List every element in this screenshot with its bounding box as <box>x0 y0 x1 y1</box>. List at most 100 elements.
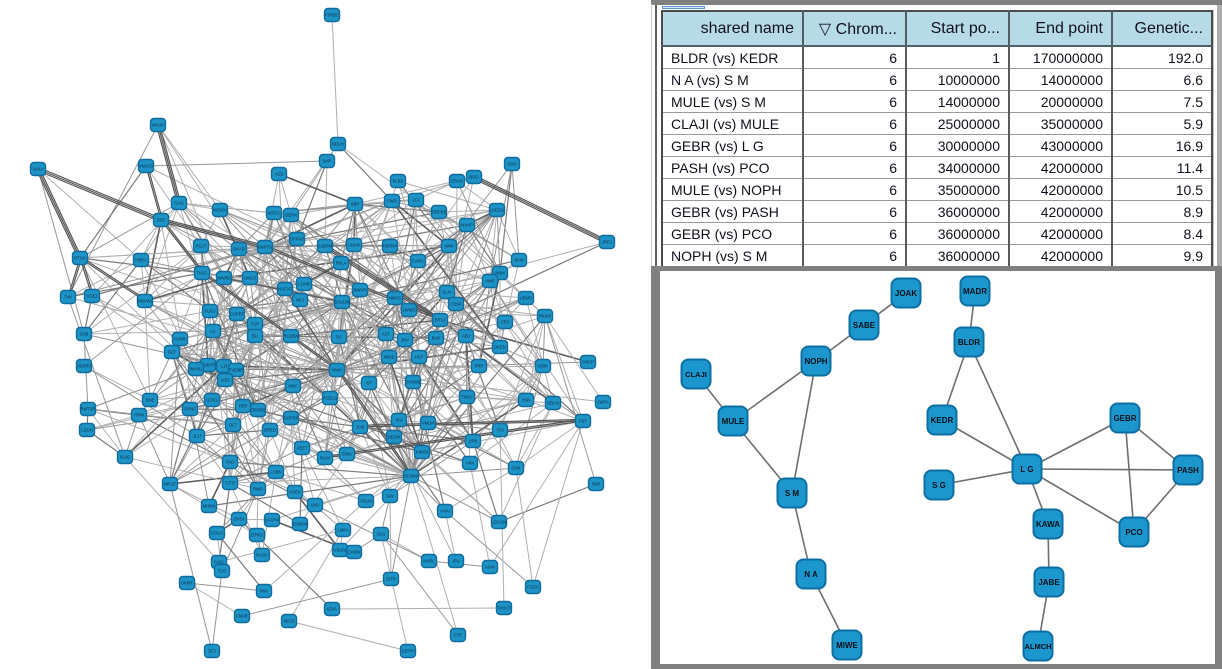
svg-text:TNOC: TNOC <box>461 395 473 400</box>
svg-text:CRS: CRS <box>501 320 510 325</box>
svg-text:SJBPM: SJBPM <box>318 244 332 249</box>
svg-text:TVK: TVK <box>64 295 72 300</box>
svg-text:UWLO: UWLO <box>244 276 257 281</box>
svg-text:FNAR: FNAR <box>236 614 247 619</box>
svg-text:NNN: NNN <box>444 244 453 249</box>
svg-text:DIBK: DIBK <box>538 364 548 369</box>
svg-text:OERRD: OERRD <box>250 408 265 413</box>
svg-text:JABE: JABE <box>1038 578 1060 587</box>
svg-text:HJNR: HJNR <box>174 337 185 342</box>
svg-text:HGJT: HGJT <box>196 244 207 249</box>
svg-text:OPNF: OPNF <box>184 407 196 412</box>
svg-text:SHP: SHP <box>323 159 332 164</box>
svg-text:UVU: UVU <box>311 503 320 508</box>
svg-text:BLDR: BLDR <box>958 338 980 347</box>
svg-text:LFJ: LFJ <box>413 198 420 203</box>
svg-text:PRR: PRR <box>475 364 484 369</box>
svg-text:GOPBF: GOPBF <box>284 416 299 421</box>
svg-text:SBR: SBR <box>351 202 360 207</box>
svg-text:LOD: LOD <box>221 378 230 383</box>
svg-text:NMVS: NMVS <box>389 296 401 301</box>
svg-text:HUT: HUT <box>415 355 424 360</box>
svg-text:UULV: UULV <box>33 167 44 172</box>
svg-text:HHPL: HHPL <box>423 559 435 564</box>
svg-text:GEBR: GEBR <box>1113 414 1136 423</box>
svg-text:SAV: SAV <box>386 494 394 499</box>
svg-text:MPUE: MPUE <box>164 482 176 487</box>
svg-text:FIC: FIC <box>336 335 343 340</box>
svg-text:NSP: NSP <box>592 482 601 487</box>
svg-text:VKK: VKK <box>466 461 475 466</box>
svg-text:EARC: EARC <box>412 259 424 264</box>
svg-text:OANW: OANW <box>347 550 360 555</box>
svg-text:IGVA: IGVA <box>327 607 337 612</box>
svg-text:VOEK: VOEK <box>289 490 301 495</box>
svg-text:ABJ: ABJ <box>462 334 470 339</box>
svg-text:NBM: NBM <box>495 271 505 276</box>
svg-text:DLT: DLT <box>229 423 237 428</box>
svg-text:FAIG: FAIG <box>214 560 224 565</box>
svg-text:PAK: PAK <box>260 589 268 594</box>
svg-text:PAD: PAD <box>226 460 234 465</box>
svg-text:S G: S G <box>932 481 946 490</box>
svg-text:MULE: MULE <box>722 417 745 426</box>
svg-text:KLBS: KLBS <box>393 179 404 184</box>
svg-text:SABE: SABE <box>853 321 876 330</box>
svg-text:MADR: MADR <box>963 287 987 296</box>
svg-text:S M: S M <box>785 489 800 498</box>
svg-text:LWMG: LWMG <box>403 308 416 313</box>
svg-text:NWH: NWH <box>332 368 342 373</box>
svg-text:TKSC: TKSC <box>196 271 207 276</box>
svg-text:LGCUW: LGCUW <box>491 520 507 525</box>
svg-text:NOPH: NOPH <box>804 357 827 366</box>
svg-text:ORPDE: ORPDE <box>432 210 447 215</box>
svg-text:NPJ: NPJ <box>296 298 304 303</box>
svg-text:LJJ: LJJ <box>221 364 228 369</box>
svg-text:RKWF: RKWF <box>539 314 552 319</box>
svg-text:URK: URK <box>469 439 478 444</box>
svg-text:NAFJG: NAFJG <box>278 287 292 292</box>
svg-text:VWE: VWE <box>485 279 495 284</box>
svg-text:LDUN: LDUN <box>81 428 92 433</box>
svg-text:BVOI: BVOI <box>234 517 244 522</box>
svg-text:VOEJ: VOEJ <box>87 294 98 299</box>
svg-text:IPU: IPU <box>453 559 460 564</box>
svg-text:JLJJ: JLJJ <box>193 434 202 439</box>
svg-text:AOKHT: AOKHT <box>201 363 216 368</box>
svg-text:CEITH: CEITH <box>402 649 415 654</box>
svg-text:TVVUT: TVVUT <box>497 606 511 611</box>
svg-text:AST: AST <box>382 332 391 337</box>
svg-text:JCM: JCM <box>356 425 365 430</box>
svg-text:BNE: BNE <box>146 398 155 403</box>
svg-text:ERSJ: ERSJ <box>435 318 446 323</box>
svg-text:LMFA: LMFA <box>338 528 349 533</box>
svg-text:ITPW: ITPW <box>134 413 145 418</box>
svg-text:LOHR: LOHR <box>298 282 310 287</box>
svg-text:MNVWL: MNVWL <box>137 299 153 304</box>
svg-text:RTUV: RTUV <box>74 256 86 261</box>
svg-text:TRJ: TRJ <box>496 428 504 433</box>
svg-text:VSUIV: VSUIV <box>334 548 347 553</box>
svg-text:FWD: FWD <box>387 199 397 204</box>
svg-text:FSGV: FSGV <box>527 585 539 590</box>
svg-text:VMLW: VMLW <box>422 421 434 426</box>
svg-text:NNC: NNC <box>288 384 297 389</box>
svg-text:DITR: DITR <box>386 577 396 582</box>
svg-text:IMDB: IMDB <box>384 355 395 360</box>
svg-text:KEDR: KEDR <box>931 416 954 425</box>
svg-text:HSN: HSN <box>522 398 531 403</box>
svg-text:L G: L G <box>1020 465 1033 474</box>
svg-text:OUK: OUK <box>511 466 520 471</box>
svg-text:PASH: PASH <box>1177 466 1199 475</box>
svg-text:RLDBW: RLDBW <box>283 334 298 339</box>
svg-text:CGUS: CGUS <box>211 531 223 536</box>
svg-text:TJTO: TJTO <box>225 481 236 486</box>
svg-text:VDLM: VDLM <box>360 499 372 504</box>
svg-text:PAAV: PAAV <box>320 456 331 461</box>
svg-text:TVEMR: TVEMR <box>229 368 244 373</box>
svg-text:KKM: KKM <box>514 258 524 263</box>
svg-text:OJT: OJT <box>168 350 176 355</box>
svg-text:BLI: BLI <box>252 334 258 339</box>
svg-text:ERUV: ERUV <box>451 179 463 184</box>
svg-text:FUGJ: FUGJ <box>205 309 216 314</box>
